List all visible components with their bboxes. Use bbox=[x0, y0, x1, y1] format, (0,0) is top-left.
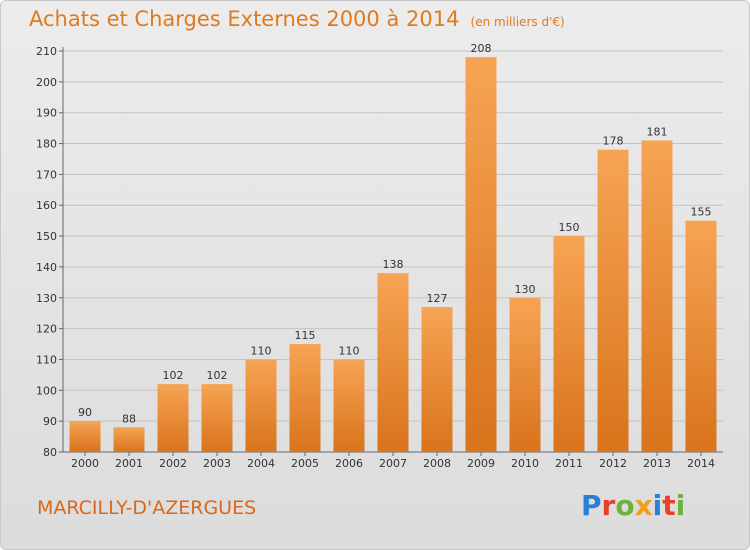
bar-2003 bbox=[201, 384, 233, 452]
logo-letter: t bbox=[662, 489, 676, 522]
bar-2006 bbox=[333, 359, 365, 452]
data-label-2002: 102 bbox=[163, 369, 184, 382]
x-tick-label-2011: 2011 bbox=[555, 457, 583, 470]
y-tick-label: 190 bbox=[36, 107, 57, 120]
data-label-2003: 102 bbox=[207, 369, 228, 382]
y-tick-label: 180 bbox=[36, 138, 57, 151]
y-tick-label: 90 bbox=[43, 415, 57, 428]
x-tick-label-2010: 2010 bbox=[511, 457, 539, 470]
data-label-2000: 90 bbox=[78, 406, 92, 419]
y-tick-label: 110 bbox=[36, 353, 57, 366]
x-tick-label-2013: 2013 bbox=[643, 457, 671, 470]
bar-2002 bbox=[157, 384, 189, 452]
chart-title-main: Achats et Charges Externes 2000 à 2014 bbox=[29, 7, 460, 31]
logo-letter: P bbox=[581, 489, 602, 522]
location-label: MARCILLY-D'AZERGUES bbox=[37, 497, 257, 519]
data-label-2010: 130 bbox=[515, 283, 536, 296]
x-tick-label-2001: 2001 bbox=[115, 457, 143, 470]
x-tick-label-2003: 2003 bbox=[203, 457, 231, 470]
x-tick-label-2002: 2002 bbox=[159, 457, 187, 470]
x-tick-label-2014: 2014 bbox=[687, 457, 715, 470]
bar-2012 bbox=[597, 149, 629, 452]
x-tick-label-2012: 2012 bbox=[599, 457, 627, 470]
bar-2000 bbox=[69, 421, 101, 452]
logo-letter: i bbox=[675, 489, 686, 522]
data-label-2012: 178 bbox=[603, 135, 624, 148]
bar-2013 bbox=[641, 140, 673, 452]
bar-2011 bbox=[553, 236, 585, 452]
x-tick-label-2005: 2005 bbox=[291, 457, 319, 470]
y-tick-label: 150 bbox=[36, 230, 57, 243]
y-tick-label: 170 bbox=[36, 168, 57, 181]
y-tick-label: 140 bbox=[36, 261, 57, 274]
bar-2007 bbox=[377, 273, 409, 452]
data-label-2014: 155 bbox=[691, 206, 712, 219]
bar-2005 bbox=[289, 344, 321, 452]
data-label-2011: 150 bbox=[559, 221, 580, 234]
y-tick-label: 160 bbox=[36, 199, 57, 212]
data-label-2013: 181 bbox=[647, 125, 668, 138]
logo-letter: i bbox=[652, 489, 663, 522]
y-tick-label: 210 bbox=[36, 45, 57, 58]
y-tick-label: 130 bbox=[36, 292, 57, 305]
chart-title-unit: (en milliers d'€) bbox=[470, 15, 565, 29]
chart-title: Achats et Charges Externes 2000 à 2014 (… bbox=[29, 7, 565, 31]
data-label-2009: 208 bbox=[471, 42, 492, 55]
bar-2014 bbox=[685, 220, 717, 452]
x-tick-label-2004: 2004 bbox=[247, 457, 275, 470]
bar-2004 bbox=[245, 359, 277, 452]
data-label-2006: 110 bbox=[339, 344, 360, 357]
bar-2001 bbox=[113, 427, 145, 452]
y-tick-label: 200 bbox=[36, 76, 57, 89]
bar-2008 bbox=[421, 307, 453, 452]
x-tick-label-2006: 2006 bbox=[335, 457, 363, 470]
data-label-2005: 115 bbox=[295, 329, 316, 342]
x-tick-label-2008: 2008 bbox=[423, 457, 451, 470]
x-tick-label-2000: 2000 bbox=[71, 457, 99, 470]
logo-letter: o bbox=[615, 489, 635, 522]
proxiti-logo: Proxiti bbox=[581, 489, 685, 522]
logo-letter: r bbox=[601, 489, 616, 522]
y-tick-label: 120 bbox=[36, 323, 57, 336]
y-tick-label: 100 bbox=[36, 384, 57, 397]
data-label-2008: 127 bbox=[427, 292, 448, 305]
bar-2009 bbox=[465, 57, 497, 453]
logo-letter: x bbox=[634, 489, 653, 522]
y-tick-label: 80 bbox=[43, 446, 57, 459]
data-label-2007: 138 bbox=[383, 258, 404, 271]
data-label-2004: 110 bbox=[251, 344, 272, 357]
x-tick-label-2007: 2007 bbox=[379, 457, 407, 470]
bar-2010 bbox=[509, 297, 541, 452]
x-tick-label-2009: 2009 bbox=[467, 457, 495, 470]
data-label-2001: 88 bbox=[122, 412, 136, 425]
